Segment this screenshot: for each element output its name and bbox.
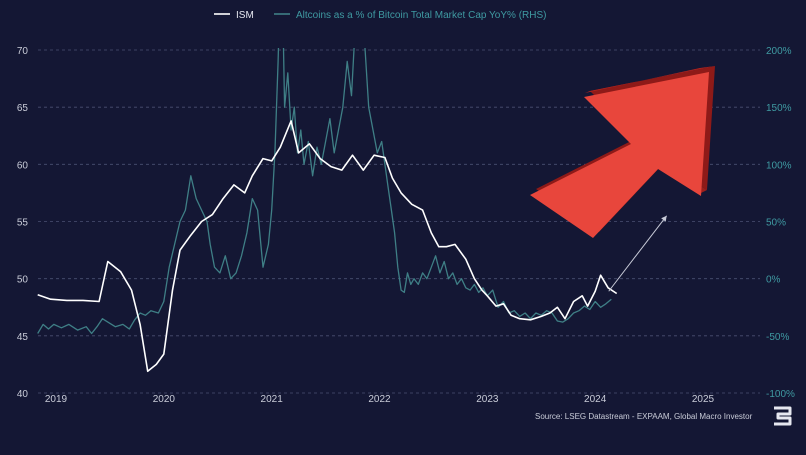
x-tick-label: 2019 [45,394,68,405]
y-left-tick-label: 55 [17,218,29,229]
y-left-tick-label: 50 [17,275,29,286]
y-right-tick-label: 200% [766,46,792,57]
y-left-tick-label: 65 [17,103,29,114]
x-tick-label: 2024 [584,394,607,405]
series-layer [37,48,618,373]
legend: ISM Altcoins as a % of Bitcoin Total Mark… [214,10,546,21]
y-right-axis: 200% 150% 100% 50% 0% -50% -100% [766,46,795,400]
x-tick-label: 2025 [692,394,715,405]
y-right-tick-label: 150% [766,103,792,114]
source-note: Source: LSEG Datastream - EXPAAM, Global… [535,412,753,421]
legend-label: Altcoins as a % of Bitcoin Total Market … [296,10,546,21]
x-tick-label: 2020 [153,394,176,405]
x-tick-label: 2021 [261,394,284,405]
y-right-tick-label: -100% [766,389,795,400]
y-right-tick-label: 50% [766,218,786,229]
global-macro-investor-logo-icon [774,406,792,426]
y-left-axis: 70 65 60 55 50 45 40 [17,46,29,400]
x-tick-label: 2022 [368,394,391,405]
x-tick-label: 2023 [476,394,499,405]
y-left-tick-label: 70 [17,46,29,57]
big-red-arrow [530,66,715,238]
series-line-ism [37,120,618,373]
y-right-tick-label: -50% [766,332,789,343]
trend-arrow-line [608,215,668,292]
y-left-tick-label: 40 [17,389,29,400]
trend-arrow-head [661,215,667,222]
x-axis: 2019 2020 2021 2022 2023 2024 2025 [45,394,715,405]
y-left-tick-label: 45 [17,332,29,343]
y-right-tick-label: 100% [766,160,792,171]
legend-label: ISM [236,10,254,21]
trend-arrow [608,215,668,292]
y-right-tick-label: 0% [766,275,781,286]
y-left-tick-label: 60 [17,160,29,171]
series-line-altcoins [37,48,612,335]
